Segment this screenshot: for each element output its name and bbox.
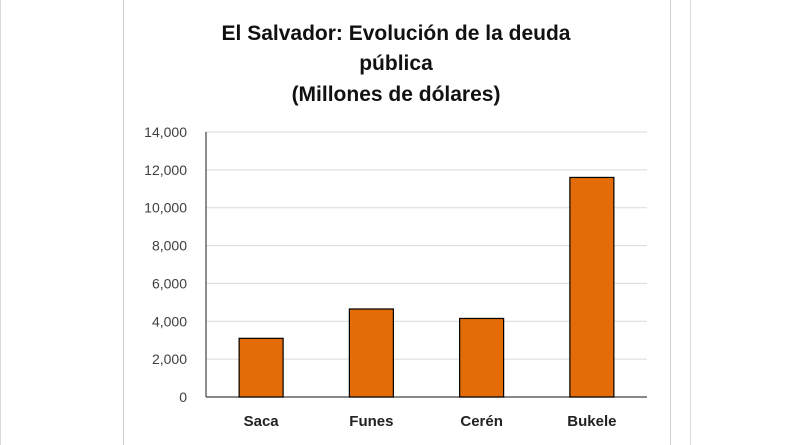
- bar-bukele: [569, 176, 615, 398]
- y-tick-label: 4,000: [152, 313, 187, 329]
- y-tick-label: 0: [179, 389, 187, 405]
- bar-funes: [348, 308, 394, 398]
- x-category-label: Saca: [244, 413, 280, 430]
- x-category-label: Cerén: [460, 413, 503, 430]
- y-tick-label: 6,000: [152, 275, 187, 291]
- chart-title-line-1: El Salvador: Evolución de la deuda: [221, 22, 571, 45]
- bar-cerén: [459, 317, 505, 398]
- x-category-label: Bukele: [567, 413, 616, 430]
- cell-border: [0, 0, 1, 445]
- chart-title-line-3: (Millones de dólares): [291, 83, 501, 106]
- y-tick-label: 2,000: [152, 351, 187, 367]
- x-category-label: Funes: [349, 413, 393, 430]
- y-tick-label: 10,000: [144, 200, 187, 216]
- chart-title-line-2: pública: [359, 52, 433, 75]
- y-tick-label: 14,000: [144, 124, 187, 140]
- y-tick-label: 12,000: [144, 162, 187, 178]
- cell-border: [690, 0, 691, 445]
- bar-saca: [238, 337, 284, 398]
- y-tick-label: 8,000: [152, 238, 187, 254]
